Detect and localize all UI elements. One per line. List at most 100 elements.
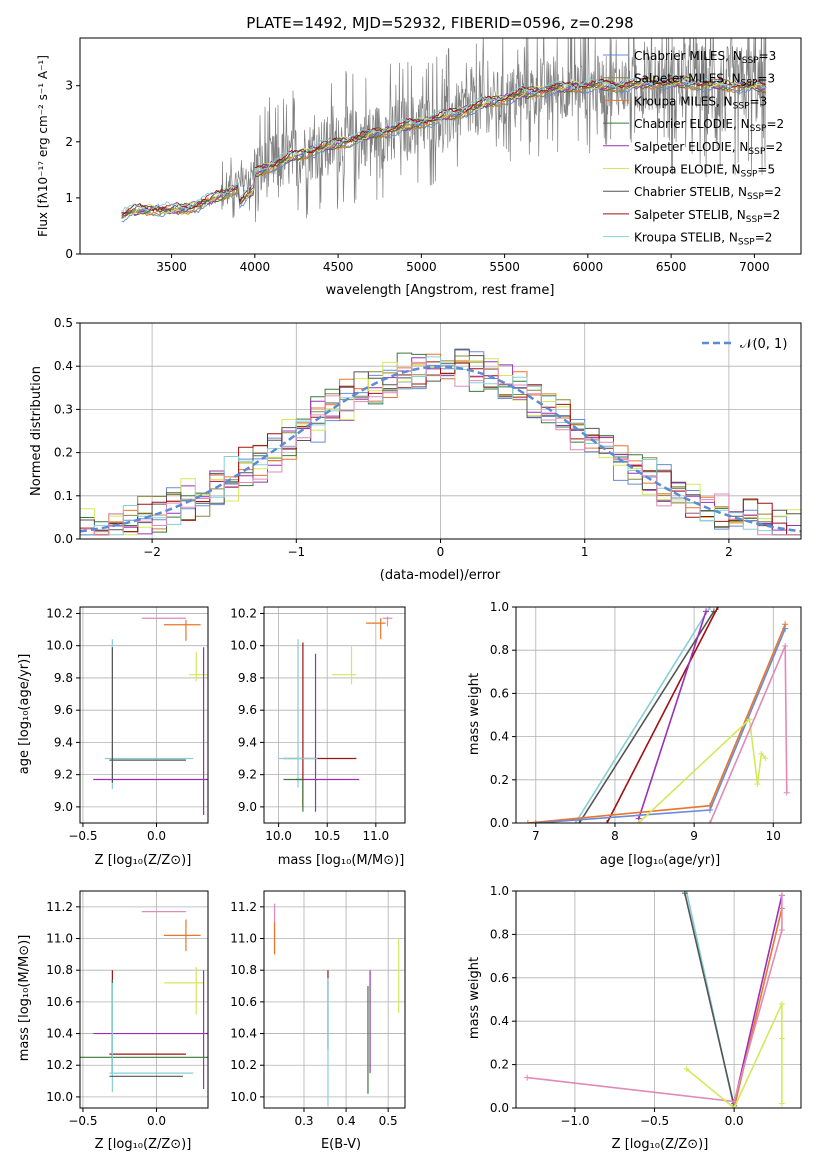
- y-tick-label: 0.8: [490, 927, 509, 941]
- age-vs-metallicity-panel: −0.5 0.0 9.0 9.2 9.4 9.6 9.8 10.0 10.2: [46, 606, 209, 843]
- y-tick-label: 0.6: [490, 686, 509, 700]
- line-extra-marker: [782, 642, 789, 649]
- plot-area: [93, 617, 208, 815]
- plot-area: [524, 891, 785, 1108]
- x-tick-label: 2: [725, 545, 733, 559]
- mass-z-ylabel: mass [log₁₀(M/M⊙)]: [17, 935, 32, 1062]
- legend-label: Kroupa ELODIE, NSSP=5: [634, 163, 775, 180]
- y-tick-label: 10.8: [46, 963, 73, 977]
- y-tick-label: 0.0: [490, 816, 509, 830]
- y-tick-label: 10.2: [230, 1058, 257, 1072]
- y-tick-label: 9.4: [238, 735, 257, 749]
- y-tick-label: 10.4: [230, 1027, 257, 1041]
- line-kroupa-elodie-marker: [746, 716, 753, 723]
- massweight-vs-metallicity-panel: −1.0 −0.5 0.0 0.0 0.2 0.4 0.6 0.8 1.0: [490, 884, 802, 1128]
- histogram-legend: 𝒩(0, 1): [702, 337, 787, 352]
- x-tick-label: −1: [287, 545, 305, 559]
- y-tick-label: 10.0: [230, 1090, 257, 1104]
- y-tick-label: 1.0: [490, 884, 509, 898]
- x-tick-label: −0.5: [68, 829, 97, 843]
- age-vs-mass-panel: 10.0 10.5 11.0 9.0 9.2 9.4 9.6 9.8 10.0 10.2: [230, 606, 406, 843]
- legend-label: Chabrier MILES, NSSP=3: [634, 49, 776, 66]
- x-tick-label: −0.5: [68, 1114, 97, 1128]
- y-tick-label: 11.0: [230, 932, 257, 946]
- y-tick-label: 9.2: [238, 768, 257, 782]
- line-salpeter-elodie: [733, 895, 783, 1104]
- line-kroupa-elodie-marker: [754, 781, 761, 788]
- spectrum-data-line: [121, 38, 767, 223]
- age-mass-xlabel: mass [log₁₀(M/M⊙)]: [278, 853, 405, 868]
- line-kroupa-elodie-marker: [778, 1100, 785, 1107]
- line-chabrier-miles: [535, 628, 786, 823]
- x-tick-label: 0: [437, 545, 445, 559]
- mass-vs-metallicity-panel: −0.5 0.0 10.0 10.2 10.4 10.6 10.8 11.0 11.2: [46, 890, 209, 1128]
- y-tick-label: 1.0: [490, 600, 509, 614]
- y-tick-label: 9.6: [54, 703, 73, 717]
- mw-age-xlabel: age [log₁₀(age/yr)]: [600, 853, 721, 868]
- line-salpeter-elodie-marker: [703, 608, 709, 615]
- model-line-kroupa-miles: [121, 79, 767, 217]
- line-extra: [709, 645, 788, 823]
- x-tick-label: −1.0: [560, 1114, 589, 1128]
- y-tick-label: 11.2: [230, 900, 257, 914]
- y-tick-label: 9.0: [54, 800, 73, 814]
- line-extra-marker: [524, 1074, 531, 1081]
- axes-frame: [263, 606, 406, 824]
- plot-area: [80, 910, 208, 1093]
- line-salpeter-elodie: [637, 611, 707, 819]
- x-tick-label: 0.5: [379, 1114, 398, 1128]
- legend-label: Salpeter ELODIE, NSSP=2: [634, 140, 783, 157]
- mass-vs-ebv-panel: 0.3 0.4 0.5 10.0 10.2 10.4 10.6 10.8 11.0 11.2: [230, 890, 406, 1128]
- spectrum-ylabel: Flux [fλ10⁻¹⁷ erg cm⁻² s⁻¹ A⁻¹]: [36, 55, 50, 237]
- line-extra-marker: [731, 1098, 738, 1105]
- y-tick-label: 10.2: [46, 1058, 73, 1072]
- line-extra-marker: [783, 789, 790, 796]
- line-salpeter-stelib-marker: [714, 607, 721, 610]
- y-tick-label: 9.4: [54, 735, 73, 749]
- y-tick-label: 0.4: [490, 730, 509, 744]
- y-tick-label: 10.4: [46, 1027, 73, 1041]
- mass-ebv-xlabel: E(B-V): [321, 1137, 361, 1152]
- age-z-ylabel: age [log₁₀(age/yr)]: [17, 654, 32, 775]
- y-tick-label: 1: [65, 191, 73, 205]
- y-tick-label: 0.0: [54, 532, 73, 546]
- legend-label: Chabrier STELIB, NSSP=2: [634, 185, 782, 202]
- spectrum-xlabel: wavelength [Angstrom, rest frame]: [326, 283, 555, 298]
- x-tick-label: 10.5: [314, 829, 341, 843]
- x-tick-label: 9: [690, 829, 698, 843]
- x-tick-label: 5000: [406, 260, 437, 274]
- axes-frame: [79, 37, 802, 255]
- x-tick-label: 0.0: [725, 1114, 744, 1128]
- line-kroupa-elodie-marker: [731, 1105, 738, 1108]
- massweight-vs-age-panel: 7 8 9 10 0.0 0.2 0.4 0.6 0.8 1.0: [490, 600, 802, 843]
- mw-age-ylabel: mass weight: [467, 673, 482, 755]
- x-tick-label: 0.3: [294, 1114, 313, 1128]
- y-tick-label: 0.4: [490, 1014, 509, 1028]
- model-line-chabrier-stelib: [121, 76, 767, 218]
- spectrum-panel: 3500 4000 4500 5000 5500 6000 6500 7000 0 1 2 3 Chab…: [65, 37, 802, 274]
- line-kroupa-elodie: [638, 717, 766, 823]
- line-kroupa-stelib: [574, 607, 711, 823]
- y-tick-label: 0.2: [490, 773, 509, 787]
- spectrum-legend: Chabrier MILES, NSSP=3 Salpeter MILES, NS…: [603, 49, 784, 248]
- line-kroupa-miles-marker: [524, 820, 531, 823]
- axes-frame: [515, 890, 802, 1109]
- line-kroupa-stelib-marker: [572, 820, 579, 823]
- age-z-xlabel: Z [log₁₀(Z/Z⊙)]: [95, 853, 192, 868]
- line-extra-marker: [778, 927, 785, 934]
- line-extra-marker: [778, 892, 785, 899]
- x-tick-label: 1: [581, 545, 589, 559]
- x-tick-label: 6500: [656, 260, 687, 274]
- y-tick-label: 10.0: [230, 639, 257, 653]
- y-tick-label: 11.0: [46, 932, 73, 946]
- y-tick-label: 10.2: [230, 606, 257, 620]
- y-tick-label: 0.6: [490, 971, 509, 985]
- mw-z-ylabel: mass weight: [467, 957, 482, 1039]
- legend-label: Kroupa STELIB, NSSP=2: [634, 231, 772, 248]
- axes-frame: [79, 890, 209, 1109]
- y-tick-label: 9.6: [238, 703, 257, 717]
- y-tick-label: 0.5: [54, 316, 73, 330]
- y-tick-label: 11.2: [46, 900, 73, 914]
- plot-area: [278, 616, 393, 812]
